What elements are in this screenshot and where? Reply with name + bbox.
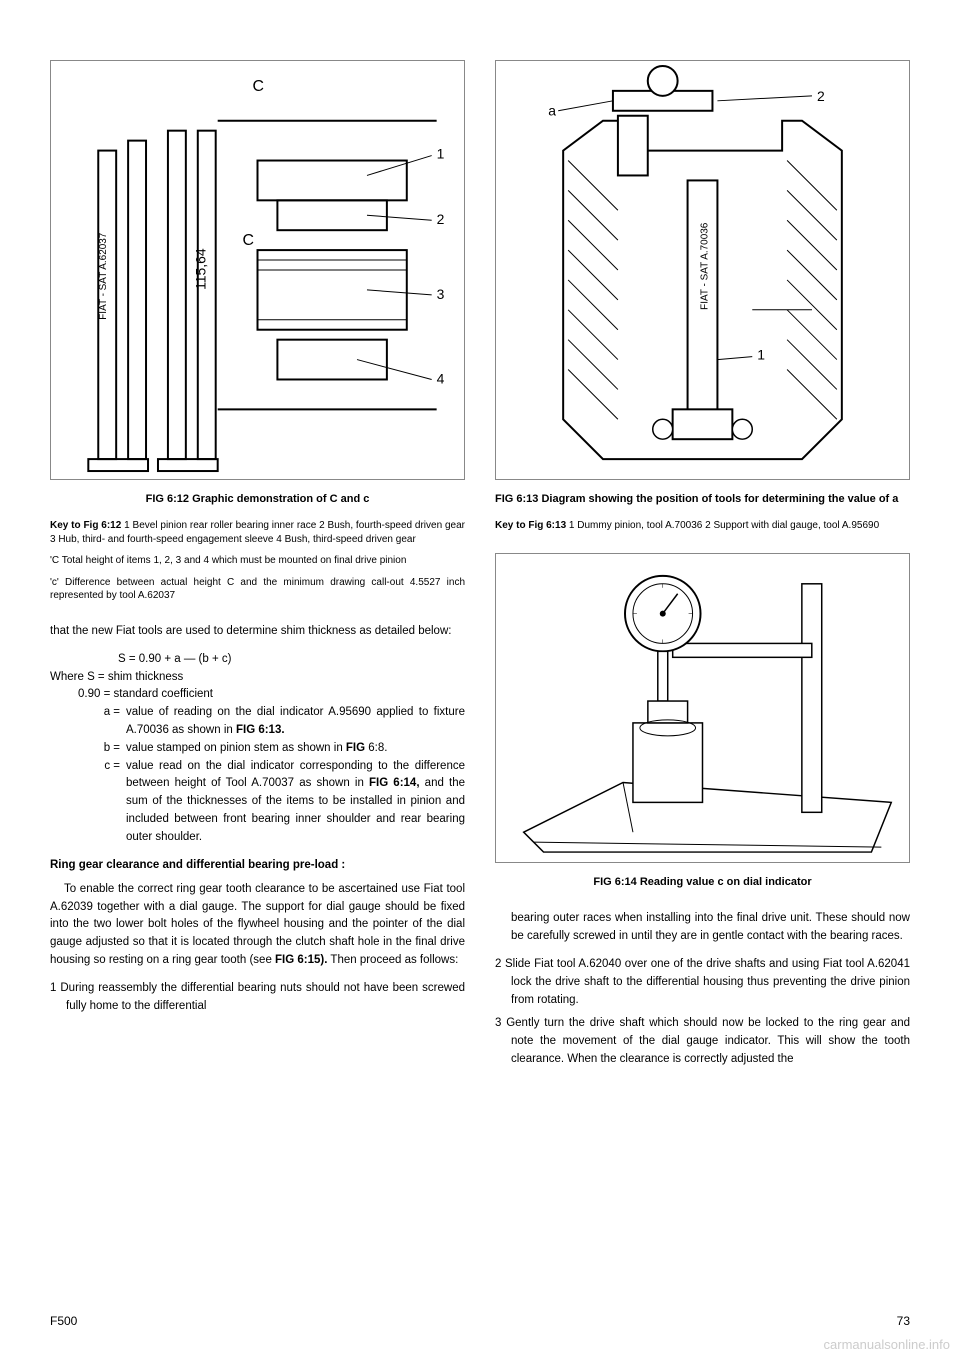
fig613-label-2: 2: [817, 88, 825, 104]
figure-614: FIG 6:14 Reading value c on dial indicat…: [495, 553, 910, 890]
formula-block: S = 0.90 + a — (b + c) Where S = shim th…: [50, 651, 465, 847]
fig612-label-2: 2: [437, 211, 445, 227]
list-item-3: 3 Gently turn the drive shaft which shou…: [495, 1015, 910, 1068]
fig613-label-1: 1: [757, 347, 765, 363]
figure-612: C C 115,64 FIAT - SAT A.62037 1 2 3 4: [50, 60, 465, 603]
formula-b-value: value stamped on pinion stem as shown in…: [126, 740, 465, 758]
formula-a-label: a =: [78, 704, 126, 740]
figure-613: a 2 FIAT - SAT A.70036 1 FIG 6:13 Diagra…: [495, 60, 910, 533]
fig612-label-c-mid: C: [243, 232, 255, 249]
right-body-1: bearing outer races when installing into…: [495, 910, 910, 946]
formula-c-label: c =: [78, 758, 126, 847]
figure-614-image: [495, 553, 910, 863]
fig612-key-title: Key to Fig 6:12: [50, 520, 121, 531]
body-para-2: To enable the correct ring gear tooth cl…: [50, 881, 465, 970]
fig612-label-4: 4: [437, 370, 445, 386]
fig613-label-a: a: [548, 103, 556, 119]
formula-090: 0.90 = standard coefficient: [78, 686, 465, 704]
fig612-caption: FIG 6:12 Graphic demonstration of C and …: [50, 492, 465, 507]
formula-where: Where S = shim thickness: [50, 669, 465, 687]
fig612-key: Key to Fig 6:12 1 Bevel pinion rear roll…: [50, 519, 465, 546]
fig612-label-3: 3: [437, 286, 445, 302]
formula-b-label: b =: [78, 740, 126, 758]
list-item-1: 1 During reassembly the differential bea…: [50, 980, 465, 1016]
footer-left: F500: [50, 1314, 77, 1328]
fig613-key: Key to Fig 6:13 1 Dummy pinion, tool A.7…: [495, 519, 910, 533]
figure-613-image: a 2 FIAT - SAT A.70036 1: [495, 60, 910, 480]
fig612-label-c-top: C: [253, 78, 265, 95]
section-heading-1: Ring gear clearance and differential bea…: [50, 857, 465, 873]
figure-612-image: C C 115,64 FIAT - SAT A.62037 1 2 3 4: [50, 60, 465, 480]
watermark: carmanualsonline.info: [824, 1337, 950, 1352]
fig613-key-title: Key to Fig 6:13: [495, 520, 566, 531]
fig613-caption: FIG 6:13 Diagram showing the position of…: [495, 492, 910, 507]
formula-eq: S = 0.90 + a — (b + c): [78, 651, 465, 669]
formula-a-value: value of reading on the dial indicator A…: [126, 704, 465, 740]
list-item-2: 2 Slide Fiat tool A.62040 over one of th…: [495, 956, 910, 1009]
fig613-key-body: 1 Dummy pinion, tool A.70036 2 Support w…: [569, 520, 879, 531]
footer-right: 73: [897, 1314, 910, 1328]
fig612-label-dim: 115,64: [193, 248, 209, 290]
page-footer: F500 73: [50, 1314, 910, 1328]
fig612-label-1: 1: [437, 146, 445, 162]
fig612-key-c2: 'c' Difference between actual height C a…: [50, 576, 465, 603]
fig612-key-c1: 'C Total height of items 1, 2, 3 and 4 w…: [50, 554, 465, 568]
svg-text:FIAT - SAT A.70036: FIAT - SAT A.70036: [699, 222, 710, 310]
fig612-label-side: FIAT - SAT A.62037: [98, 232, 109, 320]
fig614-caption: FIG 6:14 Reading value c on dial indicat…: [495, 875, 910, 890]
formula-c-value: value read on the dial indicator corresp…: [126, 758, 465, 847]
body-para-1: that the new Fiat tools are used to dete…: [50, 623, 465, 641]
